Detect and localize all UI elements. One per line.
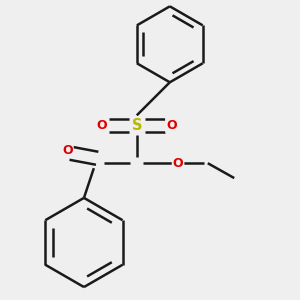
Text: O: O [62, 143, 73, 157]
Text: O: O [173, 157, 183, 170]
Text: O: O [97, 119, 107, 132]
Text: O: O [166, 119, 177, 132]
Text: S: S [131, 118, 142, 133]
